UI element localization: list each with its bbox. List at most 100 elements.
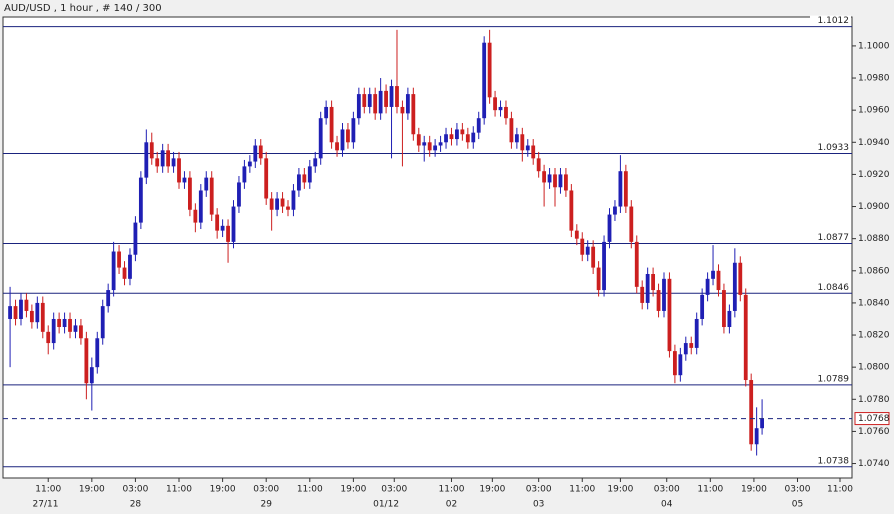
x-tick-label: 03:00: [526, 485, 552, 495]
candle-body: [111, 251, 116, 291]
candle-body: [24, 299, 29, 311]
candle-body: [395, 86, 399, 107]
x-tick-label: 11:00: [569, 485, 595, 495]
candle-body: [264, 158, 269, 199]
candle-body: [760, 418, 764, 429]
level-label: 1.1012: [818, 16, 850, 26]
candle-body: [346, 129, 350, 143]
date-label: 02: [446, 500, 457, 510]
candle-body: [618, 171, 623, 207]
candle-body: [580, 238, 585, 255]
x-tick-label: 11:00: [439, 485, 465, 495]
candle-body: [160, 150, 165, 167]
candle-body: [455, 129, 459, 140]
last-price-box: [854, 412, 890, 426]
candle-body: [155, 158, 160, 167]
candle-body: [307, 166, 312, 183]
candle-body: [743, 294, 748, 381]
y-tick-label: 1.0780: [858, 395, 890, 405]
candle-body: [416, 134, 421, 146]
candle-body: [220, 225, 225, 231]
x-tick-label: 11:00: [166, 485, 192, 495]
y-tick-label: 1.0900: [858, 202, 890, 212]
level-label: 1.0933: [818, 143, 850, 153]
candle-body: [585, 246, 590, 255]
candle-body: [607, 214, 612, 242]
candle-body: [8, 306, 12, 319]
level-label: 1.0738: [818, 456, 850, 466]
chart-title: AUD/USD , 1 hour , # 140 / 300: [4, 3, 162, 14]
candle-body: [662, 278, 666, 311]
y-tick-label: 1.0920: [858, 170, 890, 180]
y-tick-label: 1.0960: [858, 106, 890, 116]
candle-body: [89, 367, 94, 384]
candle-body: [40, 302, 45, 332]
x-tick-label: 11:00: [697, 485, 723, 495]
candle-body: [629, 206, 634, 242]
candle-body: [700, 294, 705, 319]
candle-body: [62, 318, 67, 328]
y-tick-label: 1.1000: [858, 41, 890, 51]
candle-body: [493, 97, 497, 111]
candle-body: [536, 158, 541, 172]
candle-body: [133, 222, 138, 255]
x-tick-label: 03:00: [122, 485, 148, 495]
candle-body: [613, 206, 617, 215]
candle-body: [465, 134, 470, 143]
candle-body: [689, 343, 694, 348]
candle-body: [531, 145, 536, 159]
candle-body: [242, 166, 247, 183]
candle-body: [591, 246, 596, 268]
candle-body: [73, 325, 78, 332]
candle-body: [356, 94, 361, 119]
candle-body: [732, 262, 737, 311]
date-label: 03: [533, 500, 544, 510]
candle-body: [509, 118, 514, 143]
candle-body: [95, 338, 100, 368]
candle-body: [302, 174, 307, 183]
candle-body: [487, 42, 492, 98]
candle-body: [188, 177, 192, 210]
candle-body: [694, 318, 699, 348]
candle-body: [672, 351, 677, 376]
date-label: 28: [130, 500, 142, 510]
candle-body: [727, 310, 732, 328]
candle-body: [166, 150, 171, 167]
candle-body: [754, 428, 759, 445]
candle-body: [51, 318, 56, 344]
candle-body: [318, 118, 323, 159]
candle-body: [667, 278, 672, 352]
candle-body: [722, 290, 726, 328]
candle-body: [444, 134, 448, 143]
candle-body: [149, 142, 154, 159]
level-label-box: [810, 142, 851, 153]
candle-body: [640, 286, 645, 303]
x-tick-label: 19:00: [741, 485, 767, 495]
date-label: 01/12: [373, 500, 399, 510]
candle-body: [313, 158, 318, 167]
candle-body: [367, 94, 372, 107]
level-label-box: [810, 373, 851, 384]
candle-body: [329, 106, 334, 143]
candle-body: [215, 214, 220, 231]
candle-body: [269, 198, 274, 210]
y-tick-label: 1.0800: [858, 363, 890, 373]
candle-body: [117, 251, 121, 268]
candle-body: [498, 106, 503, 111]
candle-body: [596, 267, 601, 291]
candle-body: [138, 177, 143, 223]
x-tick-label: 11:00: [35, 485, 61, 495]
candle-body: [602, 241, 606, 291]
level-label-box: [810, 282, 851, 293]
candle-body: [389, 86, 394, 107]
plot-area: [2, 16, 853, 479]
candle-body: [57, 318, 62, 328]
level-label: 1.0877: [818, 233, 850, 243]
candle-body: [645, 274, 650, 303]
candle-body: [122, 267, 127, 279]
candle-body: [678, 354, 683, 376]
candle-body: [291, 190, 296, 210]
candle-body: [340, 129, 345, 151]
